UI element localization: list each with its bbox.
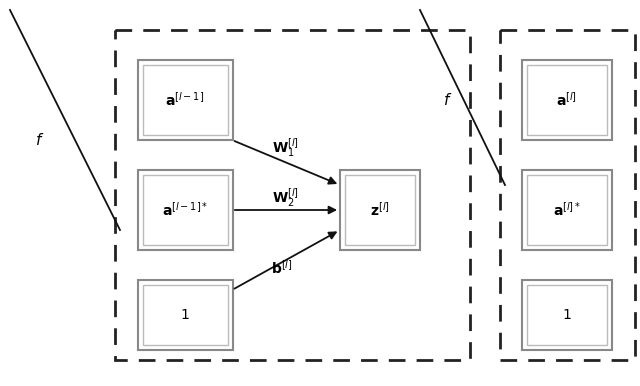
Bar bbox=[138, 170, 232, 250]
Text: $\mathbf{z}^{[l]}$: $\mathbf{z}^{[l]}$ bbox=[370, 201, 390, 219]
Text: $1$: $1$ bbox=[180, 308, 190, 322]
Bar bbox=[340, 170, 420, 250]
Bar bbox=[527, 65, 607, 135]
Text: $\mathbf{W}_2^{[l]}$: $\mathbf{W}_2^{[l]}$ bbox=[271, 186, 298, 210]
Bar bbox=[138, 60, 232, 140]
Text: $1$: $1$ bbox=[562, 308, 572, 322]
Bar bbox=[522, 60, 612, 140]
Text: $\mathbf{a}^{[l]*}$: $\mathbf{a}^{[l]*}$ bbox=[553, 201, 581, 219]
Bar bbox=[527, 175, 607, 245]
Text: $\mathbf{a}^{[l-1]*}$: $\mathbf{a}^{[l-1]*}$ bbox=[162, 201, 208, 219]
Text: $\mathbf{a}^{[l-1]}$: $\mathbf{a}^{[l-1]}$ bbox=[165, 91, 205, 109]
Bar bbox=[522, 170, 612, 250]
Bar bbox=[115, 30, 470, 360]
Bar bbox=[143, 285, 227, 345]
Bar bbox=[138, 280, 232, 350]
Bar bbox=[500, 30, 635, 360]
Bar bbox=[527, 285, 607, 345]
Text: $f$: $f$ bbox=[35, 132, 45, 148]
Text: $\mathbf{W}_1^{[l]}$: $\mathbf{W}_1^{[l]}$ bbox=[271, 136, 298, 159]
Bar bbox=[345, 175, 415, 245]
Text: $\mathbf{a}^{[l]}$: $\mathbf{a}^{[l]}$ bbox=[557, 91, 577, 109]
Bar bbox=[143, 175, 227, 245]
Text: $f$: $f$ bbox=[444, 92, 452, 108]
Bar bbox=[522, 280, 612, 350]
Bar bbox=[143, 65, 227, 135]
Text: $\mathbf{b}^{[l]}$: $\mathbf{b}^{[l]}$ bbox=[271, 259, 293, 277]
